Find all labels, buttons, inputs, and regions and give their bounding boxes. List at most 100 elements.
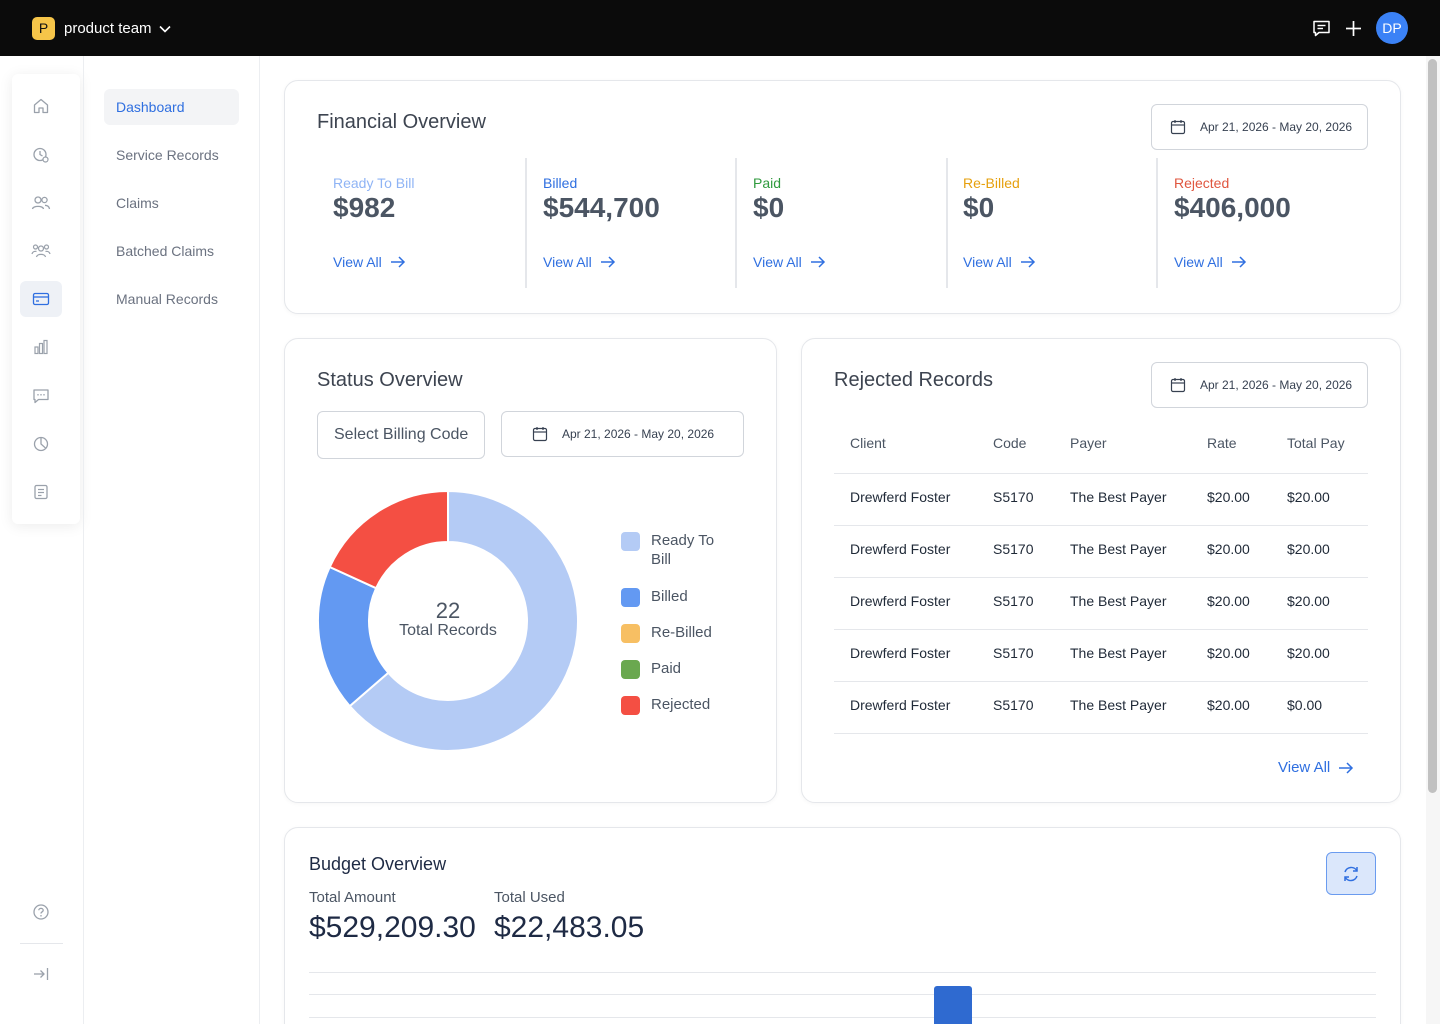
plus-icon[interactable] (1344, 19, 1363, 38)
legend-label: Ready To Bill (651, 532, 715, 568)
calendar-icon (1170, 378, 1186, 393)
cell-rate: $20.00 (1207, 697, 1250, 713)
legend-label: Billed (651, 588, 688, 605)
cell-payer: The Best Payer (1070, 541, 1167, 557)
pie-icon (33, 436, 49, 452)
cell-code: S5170 (993, 541, 1034, 557)
budget-gridline (309, 994, 1376, 995)
stat-label: Paid (753, 175, 782, 191)
users-icon (31, 196, 51, 210)
date-range-text: Apr 21, 2026 - May 20, 2026 (1200, 378, 1353, 392)
rail-divider (20, 943, 63, 944)
cell-rate: $20.00 (1207, 541, 1250, 557)
refresh-button[interactable] (1326, 852, 1376, 895)
legend-rejected[interactable]: Rejected (621, 695, 710, 715)
stat-label: Rejected (1174, 175, 1230, 191)
status-date-picker[interactable]: Apr 21, 2026 - May 20, 2026 (501, 411, 744, 457)
donut-slice-ready-to-bill[interactable] (348, 490, 579, 752)
status-overview-title: Status Overview (317, 369, 463, 391)
status-donut-chart (317, 490, 579, 752)
rejected-view-all-link[interactable]: View All (1278, 759, 1354, 776)
view-all-link[interactable]: View All (333, 254, 406, 270)
total-amount-label: Total Amount (309, 889, 396, 906)
cell-code: S5170 (993, 593, 1034, 609)
view-all-link[interactable]: View All (1174, 254, 1247, 270)
cell-payer: The Best Payer (1070, 489, 1167, 505)
column-header-rate[interactable]: Rate (1207, 435, 1237, 451)
cell-rate: $20.00 (1207, 489, 1250, 505)
view-all-link[interactable]: View All (963, 254, 1036, 270)
cell-client: Drewferd Foster (850, 541, 951, 557)
column-header-client[interactable]: Client (850, 435, 886, 451)
subnav-service-records[interactable]: Service Records (116, 147, 219, 163)
legend-paid[interactable]: Paid (621, 659, 681, 679)
view-all-link[interactable]: View All (753, 254, 826, 270)
legend-billed[interactable]: Billed (621, 587, 688, 607)
chevron-down-icon[interactable] (158, 22, 172, 36)
financial-date-picker[interactable]: Apr 21, 2026 - May 20, 2026 (1151, 104, 1368, 150)
subnav-dashboard[interactable]: Dashboard (104, 89, 239, 125)
message-icon[interactable] (1312, 19, 1331, 38)
stat-divider (525, 158, 527, 288)
date-range-text: Apr 21, 2026 - May 20, 2026 (1200, 120, 1353, 134)
rail-reports[interactable] (20, 329, 62, 365)
legend-ready-to-bill[interactable]: Ready To Bill (621, 531, 731, 569)
arrow-right-icon (600, 256, 615, 268)
column-header-payer[interactable]: Payer (1070, 435, 1107, 451)
rail-users[interactable] (20, 185, 62, 221)
team-name[interactable]: product team (64, 20, 152, 37)
rail-home[interactable] (20, 88, 62, 124)
row-divider (834, 473, 1368, 474)
top-bar: P product team DP (0, 0, 1440, 56)
donut-slice-rejected[interactable] (328, 490, 449, 590)
rail-help[interactable] (20, 894, 62, 930)
rail-collapse[interactable] (20, 956, 62, 992)
stat-rejected: Rejected $406,000 View All (1174, 158, 1364, 288)
stat-value: $406,000 (1174, 192, 1291, 223)
rail-messages[interactable] (20, 378, 62, 414)
cell-payer: The Best Payer (1070, 645, 1167, 661)
row-divider (834, 577, 1368, 578)
rail-analytics[interactable] (20, 426, 62, 462)
stat-label: Re-Billed (963, 175, 1020, 191)
view-all-link[interactable]: View All (543, 254, 616, 270)
cell-client: Drewferd Foster (850, 593, 951, 609)
rail-border (83, 56, 84, 1024)
stat-value: $544,700 (543, 192, 660, 223)
legend-swatch (621, 532, 640, 551)
legend-re-billed[interactable]: Re-Billed (621, 623, 712, 643)
subnav-manual-records[interactable]: Manual Records (116, 291, 218, 307)
row-divider (834, 525, 1368, 526)
subnav-batched-claims[interactable]: Batched Claims (116, 243, 215, 259)
column-header-total-pay[interactable]: Total Pay (1287, 435, 1345, 451)
donut-total-label: Total Records (399, 622, 497, 639)
rail-billing[interactable] (20, 281, 62, 317)
cell-code: S5170 (993, 697, 1034, 713)
budget-overview-title: Budget Overview (309, 854, 447, 874)
cell-total-pay: $20.00 (1287, 645, 1330, 661)
rail-groups[interactable] (20, 233, 62, 269)
arrow-right-icon (1231, 256, 1246, 268)
rejected-date-picker[interactable]: Apr 21, 2026 - May 20, 2026 (1151, 362, 1368, 408)
budget-gridline (309, 1017, 1376, 1018)
scrollbar-thumb[interactable] (1428, 59, 1437, 793)
rejected-records-title: Rejected Records (834, 369, 993, 391)
subnav-claims[interactable]: Claims (116, 195, 159, 211)
rail-notes[interactable] (20, 474, 62, 510)
date-range-text: Apr 21, 2026 - May 20, 2026 (562, 427, 715, 441)
stat-ready-to-bill: Ready To Bill $982 View All (333, 158, 513, 288)
column-header-code[interactable]: Code (993, 435, 1027, 451)
avatar[interactable]: DP (1376, 12, 1408, 44)
cell-code: S5170 (993, 489, 1034, 505)
collapse-icon (34, 968, 49, 980)
stat-label: Billed (543, 175, 578, 191)
donut-total: 22 (435, 598, 461, 623)
clock-user-icon (33, 147, 49, 163)
billing-code-select[interactable]: Select Billing Code (317, 411, 485, 459)
home-icon (33, 98, 49, 114)
team-logo[interactable]: P (32, 17, 55, 40)
cell-total-pay: $20.00 (1287, 541, 1330, 557)
cell-client: Drewferd Foster (850, 645, 951, 661)
card-icon (32, 292, 50, 306)
rail-schedule[interactable] (20, 137, 62, 173)
